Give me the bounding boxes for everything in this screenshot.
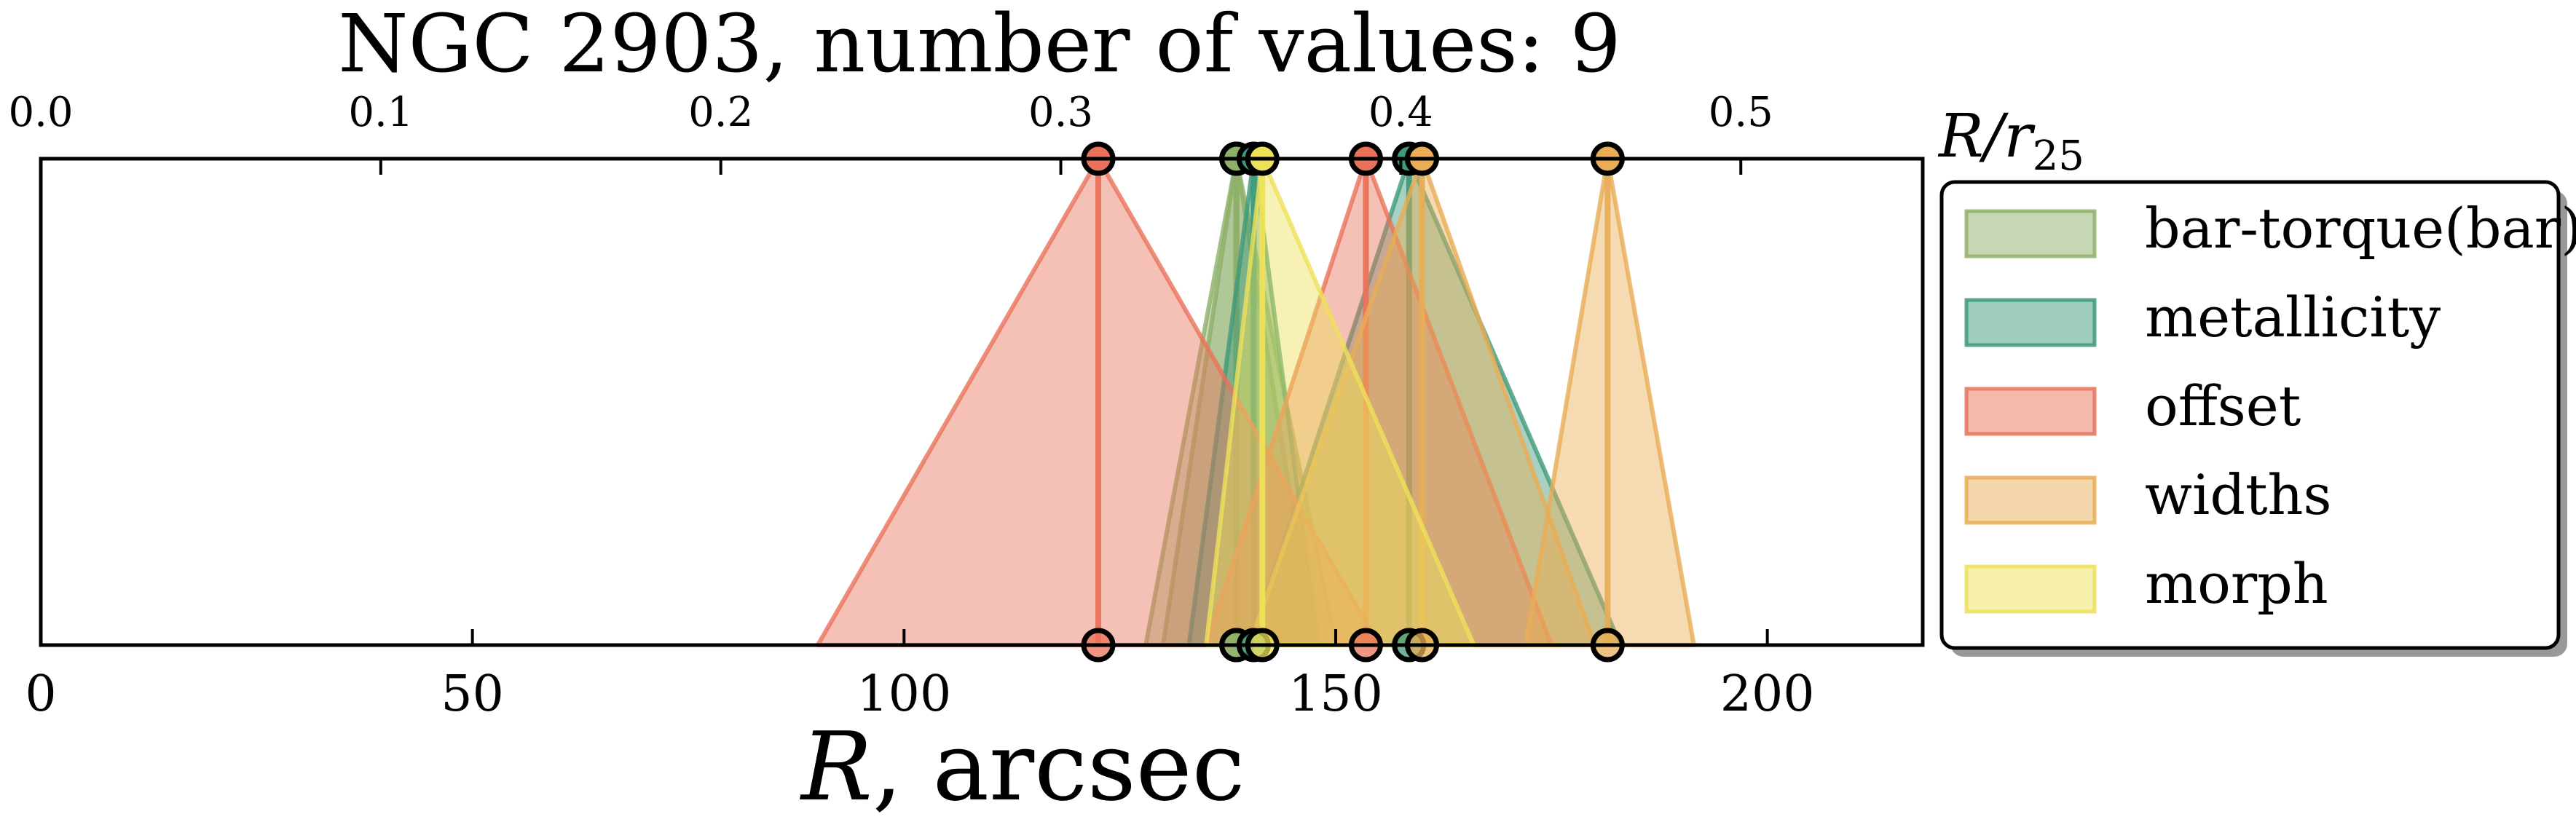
- x-tick-label-0: 0: [25, 665, 56, 723]
- legend-swatch-1: [1964, 298, 2097, 347]
- top-tick-label-5: 0.5: [1709, 89, 1773, 136]
- top-tick-label-3: 0.3: [1028, 89, 1093, 136]
- chart-title: NGC 2903, number of values: 9: [338, 0, 1620, 90]
- x-axis-label-symbol: R: [800, 711, 873, 822]
- legend-label-0: bar-torque(bar): [2145, 196, 2576, 261]
- x-tick-label-3: 150: [1288, 665, 1383, 723]
- top-tick-label-4: 0.4: [1368, 89, 1433, 136]
- top-axis-label: R/r25: [1937, 102, 2084, 180]
- text-layer: NGC 2903, number of values: 9 R, arcsec …: [338, 0, 2084, 822]
- legend-label-3: widths: [2145, 462, 2332, 527]
- plot-marks: [815, 141, 1696, 663]
- x-tick-label-2: 100: [856, 665, 951, 723]
- x-axis-label: R, arcsec: [800, 711, 1245, 822]
- legend-swatch-4: [1964, 564, 2097, 614]
- x-axis-label-rest: , arcsec: [873, 711, 1245, 822]
- legend-label-2: offset: [2145, 374, 2301, 438]
- plot-frame: [39, 157, 1925, 647]
- legend-swatch-0: [1964, 209, 2097, 258]
- legend-label-1: metallicity: [2145, 285, 2441, 349]
- x-tick-label-4: 200: [1720, 665, 1815, 723]
- x-tick-label-1: 50: [441, 665, 504, 723]
- top-axis-label-main: R/r: [1937, 102, 2036, 171]
- legend-swatch-2: [1964, 387, 2097, 436]
- legend-label-4: morph: [2145, 551, 2328, 616]
- legend: bar-torque(bar) metallicity offset widths mo…: [1939, 180, 2576, 657]
- legend-swatch-3: [1964, 475, 2097, 525]
- top-tick-label-0: 0.0: [8, 89, 73, 136]
- top-tick-label-1: 0.1: [348, 89, 413, 136]
- top-tick-label-2: 0.2: [688, 89, 753, 136]
- top-axis-label-sub: 25: [2033, 133, 2084, 180]
- axes: 0 50 100 150 200 0.0 0.1 0.2 0.3 0.4 0.5: [8, 89, 1925, 723]
